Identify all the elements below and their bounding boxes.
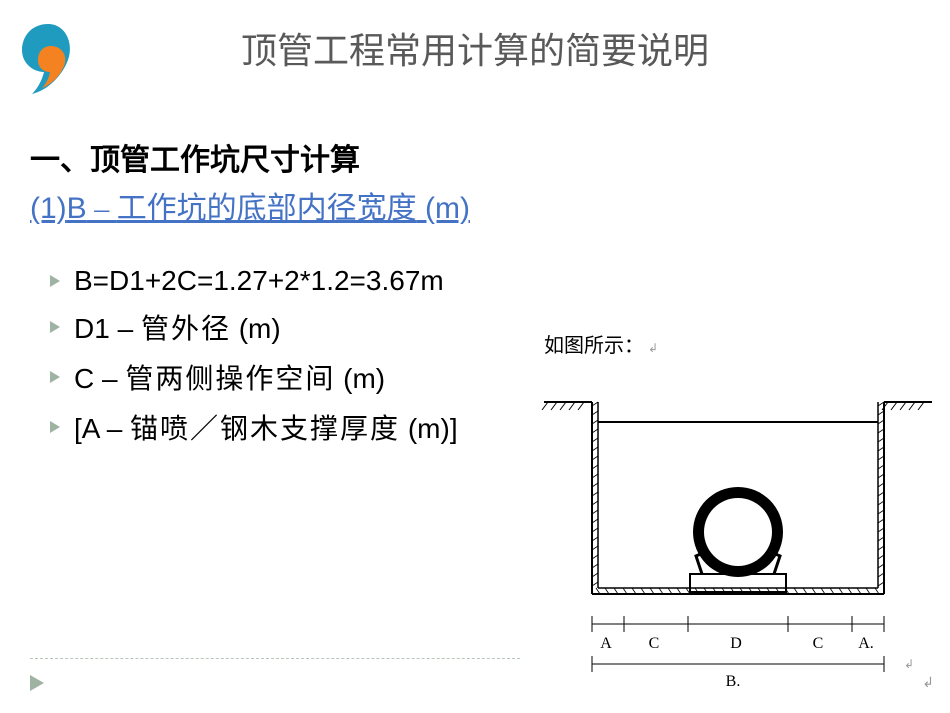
diagram-caption: 如图所示：↲ <box>544 329 938 358</box>
bullet-marker-icon <box>50 421 60 433</box>
edit-mark-icon: ↲ <box>922 674 934 691</box>
diagram-container: 如图所示：↲ A C D C A. B. ↲ <box>538 329 938 699</box>
footer-arrow-icon <box>30 675 44 691</box>
footer-divider <box>30 658 520 659</box>
svg-text:A.: A. <box>858 635 874 652</box>
bullet-text: D1 – 管外径 (m) <box>74 307 281 347</box>
link-desc: 工作坑的底部内径宽度 <box>117 192 417 225</box>
link-dash: – <box>87 192 117 225</box>
slide-title: 顶管工程常用计算的简要说明 <box>0 22 950 74</box>
link-prefix: (1) <box>30 192 67 225</box>
bullet-text: C – 管两侧操作空间 (m) <box>74 357 385 397</box>
svg-text:C: C <box>649 635 660 652</box>
bullet-marker-icon <box>50 371 60 383</box>
bullet-text: B=D1+2C=1.27+2*1.2=3.67m <box>74 265 444 297</box>
svg-text:A: A <box>600 635 612 652</box>
svg-text:↲: ↲ <box>904 657 914 671</box>
section-heading: 一、顶管工作坑尺寸计算 <box>30 135 920 179</box>
link-unit: (m) <box>417 192 470 225</box>
bullet-marker-icon <box>50 321 60 333</box>
link-var: B <box>67 192 87 225</box>
pit-diagram: A C D C A. B. ↲ <box>538 364 938 694</box>
svg-text:B.: B. <box>726 673 741 690</box>
svg-text:C: C <box>813 635 824 652</box>
bullet-item: B=D1+2C=1.27+2*1.2=3.67m <box>50 265 920 297</box>
bullet-text: [A – 锚喷／钢木支撑厚度 (m)] <box>74 407 458 447</box>
svg-text:D: D <box>730 635 742 652</box>
formula-link: (1)B – 工作坑的底部内径宽度 (m) <box>30 183 920 227</box>
bullet-marker-icon <box>50 275 60 287</box>
